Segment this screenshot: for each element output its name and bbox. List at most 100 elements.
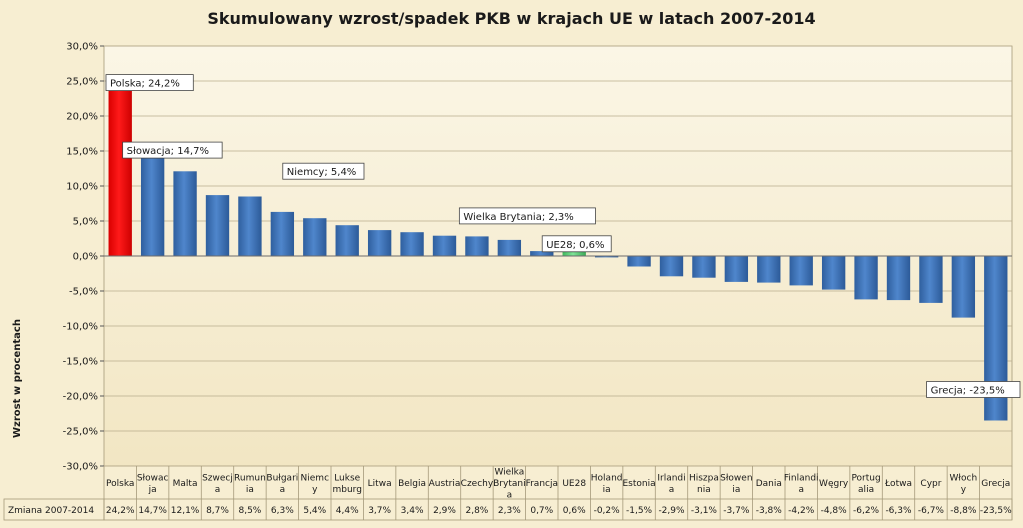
x-tick-label-cypr: Cypr	[920, 479, 941, 489]
bar-polska	[108, 86, 132, 256]
bar-szwecja	[205, 195, 230, 256]
annotation-wielka-brytania: Wielka Brytania; 2,3%	[463, 212, 573, 223]
bar-wlochy	[951, 256, 976, 318]
bar-portugalia	[854, 256, 878, 300]
y-tick-label: -15,0%	[63, 357, 98, 368]
table-value-dania: -3,8%	[756, 506, 783, 516]
x-tick-label-litwa: Litwa	[368, 479, 392, 489]
table-value-slowacja: 14,7%	[138, 506, 167, 516]
table-value-wegry: -4,8%	[821, 506, 848, 516]
x-tick-label-ue28: UE28	[562, 479, 586, 489]
y-tick-label: 0,0%	[73, 252, 98, 263]
x-tick-label-slowacja: Słowac ja	[137, 473, 169, 495]
bar-grecja	[984, 256, 1008, 421]
x-tick-label-bulgaria: Bułgari a	[266, 473, 298, 495]
table-value-niemcy: 5,4%	[303, 506, 326, 516]
x-tick-label-dania: Dania	[756, 479, 782, 489]
table-value-szwecja: 8,7%	[206, 506, 229, 516]
table-value-luksemburg: 4,4%	[336, 506, 359, 516]
x-tick-label-holandia: Holand ia	[591, 473, 623, 495]
bar-dania	[757, 256, 781, 283]
bar-cypr	[919, 256, 943, 303]
y-tick-label: -30,0%	[63, 462, 98, 473]
table-value-grecja: -23,5%	[980, 506, 1012, 516]
x-tick-label-estonia: Estonia	[623, 479, 656, 489]
x-tick-label-irlandia: Irlandi a	[657, 473, 685, 495]
annotation-box-wielka-brytania	[458, 207, 596, 225]
table-value-portugalia: -6,2%	[853, 506, 880, 516]
x-tick-label-portugalia: Portug alia	[851, 473, 880, 495]
y-tick-label: -20,0%	[63, 392, 98, 403]
data-table-row-label: Zmiana 2007-2014	[8, 506, 94, 516]
table-value-rumunia: 8,5%	[238, 506, 261, 516]
table-value-slowenia: -3,7%	[723, 506, 750, 516]
y-tick-label: -25,0%	[63, 427, 98, 438]
bar-holandia	[594, 256, 619, 258]
annotation-box-grecja	[926, 381, 1021, 398]
bar-slowacja	[140, 153, 165, 256]
annotation-ue28: UE28; 0,6%	[546, 240, 604, 251]
y-tick-label: 30,0%	[66, 42, 98, 53]
annotation-box-polska	[105, 74, 194, 91]
x-tick-label-austria: Austria	[429, 479, 461, 489]
bar-lotwa	[886, 256, 911, 301]
annotation-slowacja: Słowacja; 14,7%	[127, 146, 209, 157]
x-tick-label-finlandia: Finlandi a	[784, 473, 819, 495]
x-tick-label-polska: Polska	[106, 479, 134, 489]
x-tick-label-wlochy: Włoch y	[950, 473, 978, 495]
chart-title: Skumulowany wzrost/spadek PKB w krajach …	[207, 9, 816, 28]
bar-francja	[530, 251, 554, 256]
x-tick-label-niemcy: Niemc y	[301, 473, 330, 495]
y-tick-label: 25,0%	[66, 77, 98, 88]
table-value-ue28: 0,6%	[563, 506, 586, 516]
x-tick-label-grecja: Grecja	[981, 479, 1010, 489]
bar-rumunia	[238, 196, 262, 256]
table-value-hiszpania: -3,1%	[691, 506, 718, 516]
table-value-wlochy: -8,8%	[950, 506, 977, 516]
bar-niemcy	[303, 218, 327, 256]
table-value-finlandia: -4,2%	[788, 506, 815, 516]
y-tick-label: 15,0%	[66, 147, 98, 158]
bar-hiszpania	[692, 256, 716, 278]
table-value-litwa: 3,7%	[368, 506, 391, 516]
bar-bulgaria	[270, 211, 295, 256]
x-tick-label-rumunia: Rumun ia	[234, 473, 266, 495]
table-value-wielka-brytania: 2,3%	[498, 506, 521, 516]
bar-slowenia	[724, 256, 749, 282]
table-value-malta: 12,1%	[171, 506, 200, 516]
y-tick-label: -5,0%	[69, 287, 98, 298]
bar-wielka-brytania	[497, 239, 522, 256]
bar-luksemburg	[335, 225, 359, 256]
table-value-czechy: 2,8%	[465, 506, 488, 516]
bar-malta	[173, 171, 197, 256]
table-value-holandia: -0,2%	[594, 506, 621, 516]
x-tick-label-czechy: Czechy	[461, 479, 494, 489]
table-value-lotwa: -6,3%	[885, 506, 912, 516]
x-tick-label-wielka-brytania: Wielka Brytani a	[493, 468, 525, 501]
bar-austria	[432, 235, 457, 256]
x-tick-label-lotwa: Łotwa	[884, 479, 912, 489]
annotation-grecja: Grecja; -23,5%	[931, 386, 1005, 397]
x-tick-label-hiszpania: Hiszpa nia	[689, 473, 719, 495]
table-value-irlandia: -2,9%	[658, 506, 685, 516]
y-tick-label: 20,0%	[66, 112, 98, 123]
bar-ue28	[562, 251, 586, 256]
bar-estonia	[627, 256, 651, 267]
y-tick-label: 10,0%	[66, 182, 98, 193]
annotation-niemcy: Niemcy; 5,4%	[287, 167, 357, 178]
y-tick-label: 5,0%	[73, 217, 98, 228]
table-value-francja: 0,7%	[530, 506, 553, 516]
annotation-box-ue28	[541, 235, 612, 253]
y-tick-label: -10,0%	[63, 322, 98, 333]
annotation-box-slowacja	[122, 141, 223, 159]
table-value-estonia: -1,5%	[626, 506, 653, 516]
bar-finlandia	[789, 256, 813, 286]
table-value-cypr: -6,7%	[918, 506, 945, 516]
annotation-box-niemcy	[282, 162, 365, 180]
table-value-belgia: 3,4%	[401, 506, 424, 516]
x-tick-label-francja: Francja	[526, 479, 558, 489]
table-value-bulgaria: 6,3%	[271, 506, 294, 516]
table-value-polska: 24,2%	[106, 506, 135, 516]
